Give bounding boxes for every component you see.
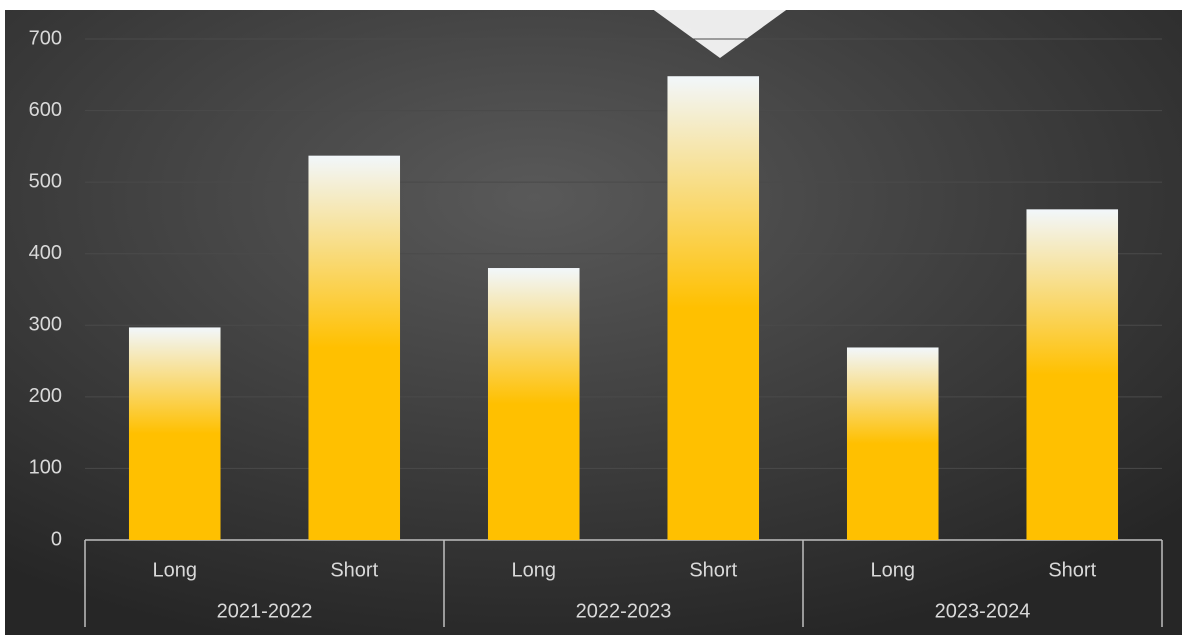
bar <box>487 268 580 540</box>
group-label: 2022-2023 <box>576 600 672 622</box>
chart-background <box>5 10 1182 635</box>
group-label: 2021-2022 <box>217 600 313 622</box>
group-label: 2023-2024 <box>935 600 1031 622</box>
y-tick-label: 100 <box>29 457 62 479</box>
y-tick-label: 500 <box>29 170 62 192</box>
y-tick-label: 300 <box>29 314 62 336</box>
y-tick-label: 400 <box>29 242 62 264</box>
x-tick-label: Long <box>871 559 916 581</box>
bar <box>128 327 221 540</box>
decoration <box>640 0 800 58</box>
x-tick-label: Long <box>153 559 198 581</box>
x-tick-label: Short <box>330 559 378 581</box>
y-tick-label: 600 <box>29 99 62 121</box>
x-tick-label: Short <box>689 559 737 581</box>
x-tick-label: Long <box>512 559 557 581</box>
bar <box>667 76 760 541</box>
bar <box>308 155 401 540</box>
bar <box>846 347 939 540</box>
x-tick-label: Short <box>1048 559 1096 581</box>
bar <box>1026 209 1119 540</box>
y-tick-label: 200 <box>29 385 62 407</box>
y-tick-label: 700 <box>29 27 62 49</box>
y-tick-label: 0 <box>51 528 62 550</box>
